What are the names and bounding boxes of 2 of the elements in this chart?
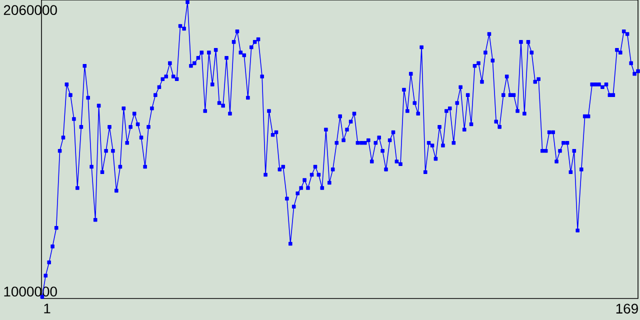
x-tick-label: 1 <box>44 304 50 314</box>
x-tick-label: 169 <box>616 304 638 314</box>
